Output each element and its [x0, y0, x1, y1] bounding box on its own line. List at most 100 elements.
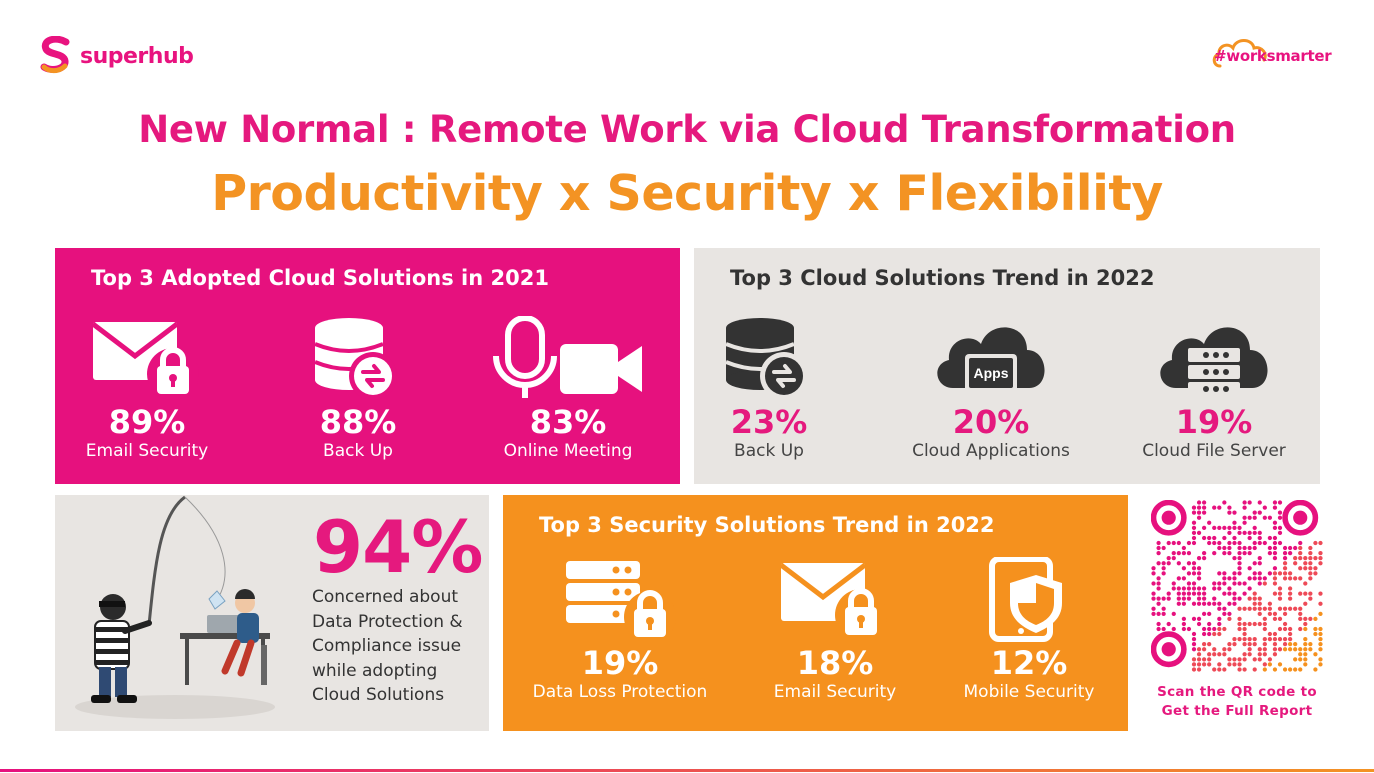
qr-dot [1298, 611, 1303, 616]
qr-dot [1293, 556, 1298, 561]
qr-dot [1201, 500, 1207, 505]
qr-dot [1303, 621, 1308, 627]
qr-dot [1156, 550, 1161, 556]
qr-dot [1191, 535, 1197, 541]
qr-dot [1196, 556, 1202, 561]
qr-dot [1242, 591, 1247, 596]
headline: New Normal : Remote Work via Cloud Trans… [138, 108, 1236, 151]
qr-dot [1272, 535, 1278, 541]
qr-dot [1222, 606, 1227, 611]
qr-dot [1166, 591, 1171, 596]
qr-dot [1201, 550, 1207, 556]
qr-code[interactable] [1150, 499, 1323, 672]
qr-dot [1277, 662, 1283, 667]
qr-dot [1232, 540, 1237, 546]
qr-dot [1212, 540, 1217, 546]
trend-2022-panel: Top 3 Cloud Solutions Trend in 2022 23% … [694, 248, 1320, 484]
qr-dot [1282, 561, 1288, 566]
qr-dot [1252, 540, 1257, 546]
qr-dot [1277, 540, 1283, 546]
qr-dot [1237, 566, 1242, 571]
percent-value: 88% [319, 403, 397, 441]
qr-dot [1227, 642, 1232, 647]
qr-dot [1262, 642, 1267, 647]
qr-dot [1237, 667, 1242, 672]
qr-dot [1232, 510, 1237, 515]
qr-dot [1181, 626, 1187, 632]
bottom-gradient-line [0, 769, 1374, 772]
qr-dot [1151, 566, 1156, 571]
qr-dot [1247, 576, 1252, 581]
qr-dot [1217, 621, 1222, 627]
qr-dot [1171, 586, 1176, 591]
qr-dot [1207, 520, 1212, 525]
qr-dot [1282, 545, 1288, 551]
qr-dot [1287, 626, 1293, 632]
qr-dot [1272, 667, 1278, 672]
qr-dot [1151, 606, 1156, 611]
superhub-logo[interactable]: superhub [38, 36, 194, 76]
stat-cloud-file-server: 19% Cloud File Server [1114, 316, 1314, 462]
qr-dot [1308, 616, 1313, 622]
qr-dot [1161, 566, 1166, 571]
qr-dot [1227, 601, 1232, 606]
qr-dot [1222, 500, 1227, 505]
qr-dot [1227, 586, 1232, 591]
percent-value: 12% [990, 644, 1068, 682]
qr-dot [1237, 616, 1242, 622]
qr-dot [1298, 616, 1303, 622]
qr-dot [1237, 596, 1242, 601]
qr-dot [1181, 566, 1187, 571]
qr-dot [1232, 525, 1237, 530]
qr-dot [1262, 621, 1267, 627]
qr-dot [1161, 571, 1166, 576]
qr-dot [1308, 596, 1313, 601]
qr-dot [1222, 652, 1227, 657]
qr-dot [1242, 515, 1247, 520]
qr-dot [1191, 566, 1197, 571]
qr-dot [1232, 581, 1237, 586]
stat-label: Back Up [734, 441, 804, 461]
qr-dot [1242, 500, 1247, 505]
qr-dot [1196, 571, 1202, 576]
qr-dot [1227, 611, 1232, 616]
brand-name: superhub [80, 43, 194, 69]
qr-dot [1318, 662, 1323, 667]
qr-dot [1222, 545, 1227, 551]
qr-dot [1191, 636, 1197, 642]
qr-dot [1181, 616, 1187, 622]
qr-dot [1227, 647, 1232, 652]
qr-dot [1313, 566, 1318, 571]
qr-dot [1247, 535, 1252, 541]
qr-dot [1237, 626, 1242, 632]
qr-dot [1282, 550, 1288, 556]
qr-dot [1217, 505, 1222, 510]
qr-dot [1176, 586, 1181, 591]
qr-dot [1201, 631, 1207, 637]
qr-dot [1287, 550, 1293, 556]
qr-dot [1252, 601, 1257, 606]
qr-dot [1252, 591, 1257, 596]
qr-dot [1293, 545, 1298, 551]
qr-dot [1196, 591, 1202, 596]
qr-dot [1217, 631, 1222, 637]
qr-dot [1161, 545, 1166, 551]
qr-dot [1232, 520, 1237, 525]
qr-dot [1298, 556, 1303, 561]
stat-mobile-security: 12% Mobile Security [929, 557, 1129, 703]
qr-dot [1298, 626, 1303, 632]
qr-dot [1252, 667, 1257, 672]
qr-dot [1191, 591, 1197, 596]
qr-dot [1262, 636, 1267, 642]
adopted-2021-panel: Top 3 Adopted Cloud Solutions in 2021 89… [55, 248, 680, 484]
qr-dot [1161, 596, 1166, 601]
qr-dot [1242, 626, 1247, 632]
qr-dot [1166, 561, 1171, 566]
qr-caption-line1: Scan the QR code to [1157, 684, 1317, 700]
qr-dot [1191, 510, 1197, 515]
qr-dot [1267, 606, 1273, 611]
qr-dot [1171, 611, 1176, 616]
qr-dot [1222, 535, 1227, 541]
qr-dot [1252, 642, 1257, 647]
qr-dot [1287, 586, 1293, 591]
